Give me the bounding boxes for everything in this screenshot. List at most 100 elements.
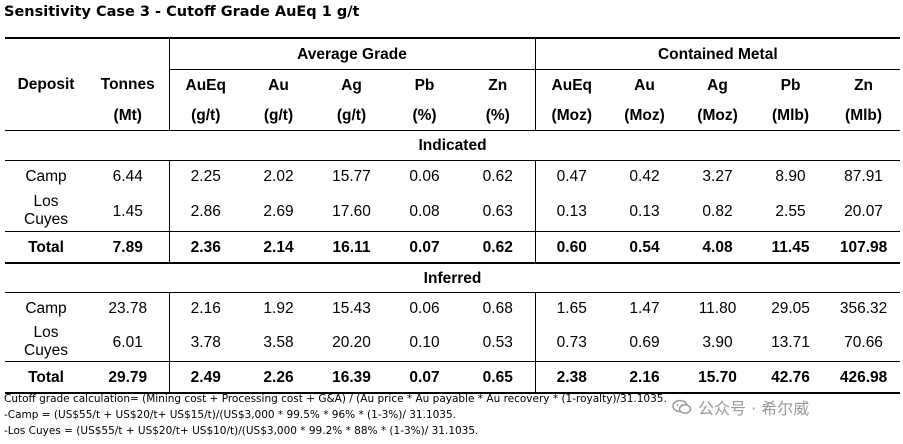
cell: 0.82	[702, 202, 733, 220]
cell: 15.77	[332, 167, 371, 185]
cell: 1.65	[534, 292, 609, 323]
table-row: Camp 23.78 2.16 1.92 15.43 0.06 0.68 1.6…	[5, 292, 900, 323]
cell: 4.08	[681, 231, 755, 264]
cell: 1.92	[263, 299, 294, 317]
col-unit: (g/t)	[168, 100, 242, 131]
cell: 6.01	[112, 333, 143, 351]
deposit-name-line: Los	[33, 324, 59, 341]
cell: 3.78	[168, 323, 242, 362]
cell: 7.89	[87, 231, 169, 264]
cell: 0.69	[629, 333, 660, 351]
deposit-name-line: Los	[33, 193, 59, 210]
col-unit: (Moz)	[534, 100, 609, 131]
header-group-row: Average Grade Contained Metal	[5, 37, 901, 70]
cell: 0.42	[629, 167, 660, 185]
cell: 20.20	[332, 333, 371, 351]
section-header-row: Inferred	[5, 263, 901, 293]
cell: 0.73	[534, 323, 609, 362]
cell: 0.08	[409, 202, 440, 220]
cell: 23.78	[108, 299, 148, 317]
total-row: Total 29.79 2.49 2.26 16.39 0.07 0.65 2.…	[5, 361, 901, 394]
cell: 426.98	[827, 361, 901, 394]
cell: 17.60	[332, 202, 371, 220]
deposit-header: Deposit	[17, 76, 75, 94]
col-unit: (g/t)	[242, 100, 315, 131]
total-label: Total	[5, 231, 87, 264]
header-unit-row: (Mt) (g/t) (g/t) (g/t) (%) (%) (Moz) (Mo…	[5, 100, 901, 131]
deposit-name-line: Cuyes	[24, 342, 68, 359]
footnote: Cutoff grade calculation= (Mining cost +…	[4, 393, 667, 405]
cell: 6.44	[112, 167, 143, 185]
col-header: Zn	[488, 76, 508, 94]
col-unit: (Moz)	[681, 100, 755, 131]
tonnes-unit: (Mt)	[87, 100, 169, 131]
total-label: Total	[5, 361, 87, 394]
cell: 87.91	[844, 167, 883, 185]
cell: 0.62	[461, 231, 536, 264]
cell: 70.66	[844, 333, 883, 351]
col-header: Zn	[854, 76, 873, 94]
cell: 2.69	[263, 202, 294, 220]
col-unit: (Mlb)	[754, 100, 828, 131]
cell: 29.79	[87, 361, 169, 394]
cell: 0.65	[461, 361, 536, 394]
col-header: AuEq	[534, 69, 609, 100]
cell: 3.90	[702, 333, 733, 351]
deposit-name: Camp	[25, 167, 67, 185]
cell: 0.13	[534, 191, 609, 232]
col-unit: (Moz)	[608, 100, 682, 131]
cell: 1.47	[629, 299, 660, 317]
section-label-indicated: Indicated	[5, 130, 901, 161]
cell: 16.11	[315, 231, 388, 264]
cell: 0.06	[409, 167, 440, 185]
cell: 2.14	[242, 231, 315, 264]
cell: 0.06	[409, 299, 440, 317]
section-header-row: Indicated	[5, 130, 901, 161]
header-name-row: Deposit Tonnes AuEq Au Ag Pb Zn AuEq Au …	[5, 69, 900, 100]
average-grade-header: Average Grade	[168, 37, 536, 70]
contained-metal-header: Contained Metal	[534, 37, 901, 70]
cell: 8.90	[775, 167, 806, 185]
cell: 1.45	[112, 202, 143, 220]
cell: 2.02	[263, 167, 294, 185]
cell: 11.80	[698, 299, 737, 317]
watermark: 公众号 · 希尔威	[672, 395, 809, 419]
cell: 2.36	[168, 231, 242, 264]
cell: 0.13	[629, 202, 660, 220]
footnote: -Los Cuyes = (US$55/t + US$20/t+ US$10/t…	[4, 425, 479, 437]
col-unit: (Mlb)	[827, 100, 901, 131]
deposit-name-line: Cuyes	[24, 211, 68, 228]
col-unit: (%)	[461, 100, 536, 131]
cell: 3.58	[263, 333, 294, 351]
cell: 11.45	[754, 231, 828, 264]
cell: 3.27	[702, 167, 733, 185]
cell: 356.32	[839, 299, 888, 317]
cell: 0.10	[409, 333, 440, 351]
tonnes-header: Tonnes	[100, 76, 155, 94]
cell: 15.43	[332, 299, 371, 317]
col-header: Ag	[341, 76, 362, 94]
cell: 0.63	[482, 202, 513, 220]
cell: 0.68	[482, 299, 513, 317]
total-row: Total 7.89 2.36 2.14 16.11 0.07 0.62 0.6…	[5, 231, 901, 264]
table-row: Los Cuyes 6.01 3.78 3.58 20.20 0.10 0.53 …	[5, 323, 900, 362]
cell: 0.07	[388, 361, 461, 394]
cell: 2.49	[168, 361, 242, 394]
cell: 2.16	[608, 361, 682, 394]
col-header: Pb	[414, 76, 435, 94]
cell: 0.53	[482, 333, 513, 351]
footnote: -Camp = (US$55/t + US$20/t+ US$15/t)/(US…	[4, 409, 457, 421]
cell: 107.98	[827, 231, 901, 264]
col-header: Ag	[707, 76, 728, 94]
cell: 0.47	[534, 160, 609, 191]
cell: 0.60	[534, 231, 609, 264]
cell: 2.25	[168, 160, 242, 191]
deposit-name: Camp	[25, 299, 67, 317]
col-header: Au	[268, 76, 289, 94]
cell: 2.26	[242, 361, 315, 394]
cell: 20.07	[844, 202, 883, 220]
cell: 16.39	[315, 361, 388, 394]
col-header: Pb	[780, 76, 801, 94]
section-label-inferred: Inferred	[5, 263, 901, 293]
cell: 13.71	[771, 333, 810, 351]
